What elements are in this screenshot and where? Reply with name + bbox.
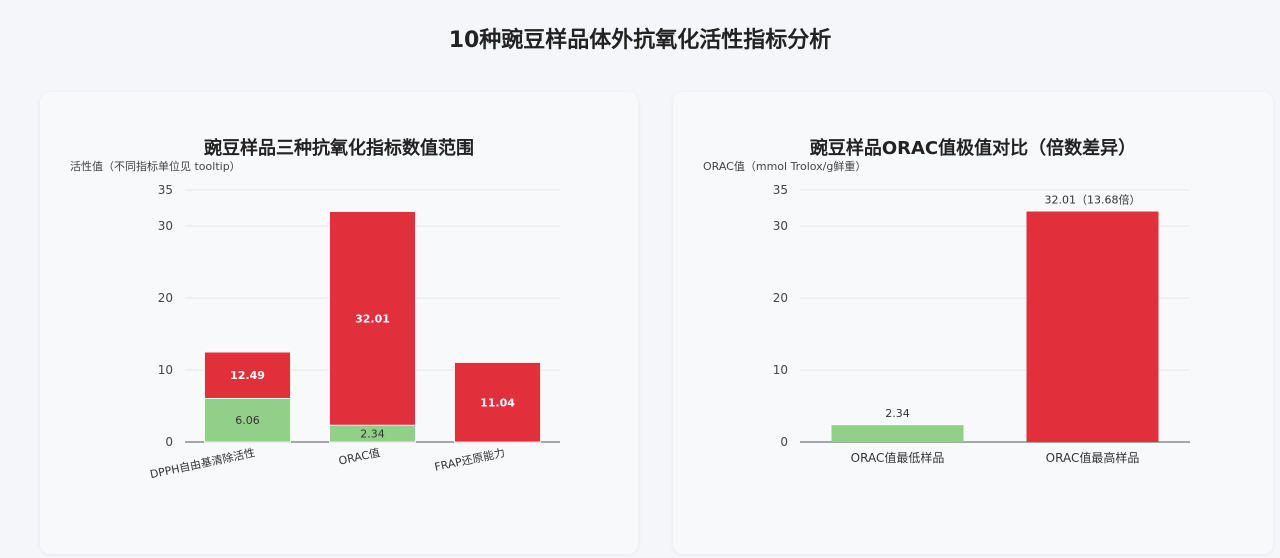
range-data-label: 6.06 <box>235 414 260 427</box>
range-x-tick-label: FRAP还原能力 <box>433 445 506 474</box>
chart-card-orac: 豌豆样品ORAC值极值对比（倍数差异） ORAC值（mmol Trolox/g鲜… <box>673 92 1273 554</box>
range-data-label: 12.49 <box>230 369 265 382</box>
range-x-tick-label: DPPH自由基清除活性 <box>149 445 257 481</box>
range-y-tick-label: 30 <box>158 219 173 233</box>
range-data-label: 2.34 <box>360 428 385 441</box>
bar-chart-range: 0 10 20 30 35 6.06 12.49 DPPH自由基清除活性 2.34 32.01 OR… <box>149 183 560 481</box>
range-bar-segment <box>204 351 291 399</box>
orac-x-tick-label: ORAC值最低样品 <box>851 450 945 465</box>
orac-bar <box>831 425 964 442</box>
range-y-tick-label: 20 <box>158 291 173 305</box>
orac-bar <box>1026 211 1159 442</box>
bar-chart-orac: 0 10 20 30 35 2.34 ORAC值最低样品 32.01（13.68倍） ORAC值… <box>773 183 1190 465</box>
orac-y-tick-label: 30 <box>773 219 788 233</box>
orac-y-tick-label: 0 <box>780 435 788 449</box>
orac-y-tick-label: 35 <box>773 183 788 197</box>
chart-title-range: 豌豆样品三种抗氧化指标数值范围 <box>204 138 474 159</box>
range-y-tick-label: 10 <box>158 363 173 377</box>
orac-y-tick-label: 10 <box>773 363 788 377</box>
orac-data-label: 32.01（13.68倍） <box>1045 193 1141 207</box>
range-x-tick-label: ORAC值 <box>337 446 381 467</box>
y-axis-title-range: 活性值（不同指标单位见 tooltip） <box>70 160 241 173</box>
page-title: 10种豌豆样品体外抗氧化活性指标分析 <box>448 28 832 53</box>
range-bar-segment <box>329 211 416 426</box>
range-bar-segment <box>204 397 291 443</box>
range-data-label: 32.01 <box>355 312 390 325</box>
range-data-label: 11.04 <box>480 396 515 409</box>
y-axis-title-orac: ORAC值（mmol Trolox/g鲜重） <box>703 160 867 173</box>
orac-x-tick-label: ORAC值最高样品 <box>1046 450 1140 465</box>
chart-title-orac: 豌豆样品ORAC值极值对比（倍数差异） <box>809 138 1137 159</box>
chart-card-range: 豌豆样品三种抗氧化指标数值范围 活性值（不同指标单位见 tooltip） 0 10… <box>40 92 638 554</box>
range-bar-segment <box>454 362 541 443</box>
range-y-tick-label: 0 <box>165 435 173 449</box>
orac-data-label: 2.34 <box>885 407 910 420</box>
orac-y-tick-label: 20 <box>773 291 788 305</box>
range-y-tick-label: 35 <box>158 183 173 197</box>
